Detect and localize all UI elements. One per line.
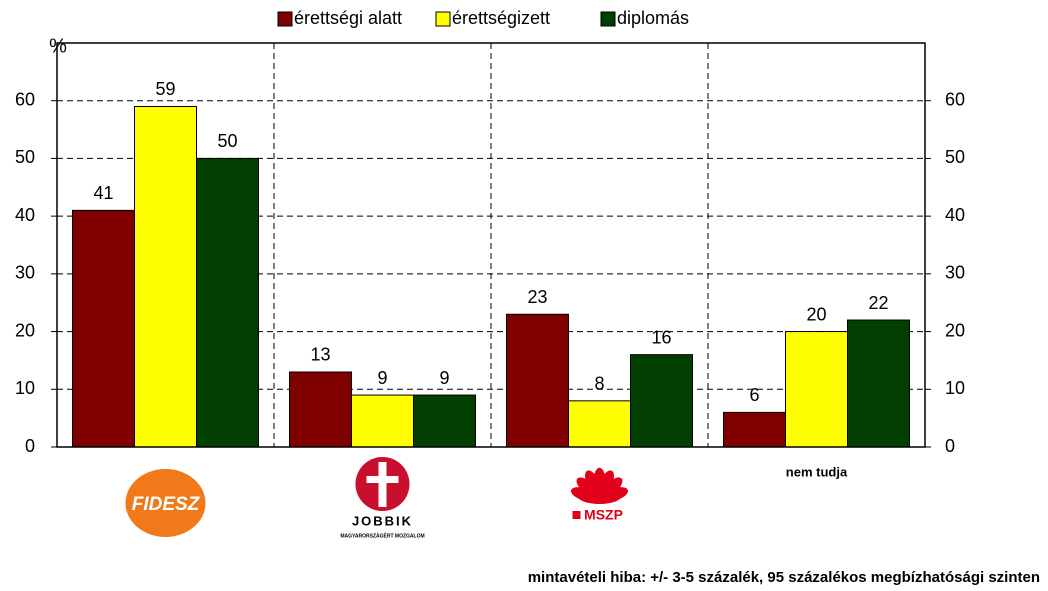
y-tick-label: 10: [15, 378, 35, 398]
bar: [72, 209, 135, 448]
bar: [506, 313, 569, 448]
logo-shape: [577, 488, 622, 504]
legend-label: érettségizett: [452, 8, 550, 28]
bar: [723, 411, 786, 448]
value-label: 8: [594, 374, 604, 394]
value-label: 50: [217, 131, 237, 151]
value-label: 16: [651, 327, 671, 347]
x-tick-label: JOBBIK: [352, 513, 413, 528]
legend-swatch: [600, 11, 616, 27]
bar: [134, 105, 197, 448]
y-tick-label: 30: [15, 263, 35, 283]
y2-tick-label: 60: [945, 89, 965, 109]
value-label: 9: [439, 368, 449, 388]
plot-frame: [56, 42, 926, 448]
y2-tick-label: 40: [945, 205, 965, 225]
bar: [568, 400, 631, 448]
y-tick-label: 0: [25, 436, 35, 456]
y-tick-label: 40: [15, 205, 35, 225]
value-label: 59: [155, 79, 175, 99]
y-tick-label: 60: [15, 89, 35, 109]
fidesz-logo: FIDESZ: [125, 469, 206, 537]
mszp-logo: MSZP: [571, 467, 628, 523]
value-label: 9: [377, 368, 387, 388]
y2-tick-label: 30: [945, 263, 965, 283]
y2-tick-label: 50: [945, 147, 965, 167]
value-label: 41: [93, 183, 113, 203]
y2-tick-label: 0: [945, 436, 955, 456]
logo-shape: [366, 462, 399, 507]
bar: [289, 371, 352, 448]
note: mintavételi hiba: +/- 3-5 százalék, 95 s…: [528, 569, 1040, 586]
logo-shape: [125, 469, 206, 537]
bar: [785, 331, 848, 448]
x-tick-label: MSZP: [584, 507, 623, 523]
legend-swatch: [277, 11, 293, 27]
bar: [630, 354, 693, 448]
value-label: 23: [527, 287, 547, 307]
jobbik-logo: JOBBIK MAGYARORSZÁGÉRT MOZGALOM: [340, 457, 425, 539]
bar: [351, 394, 414, 448]
bar: [413, 394, 476, 448]
y-tick-label: 50: [15, 147, 35, 167]
value-label: 6: [749, 385, 759, 405]
value-label: 13: [310, 345, 330, 365]
value-label: 20: [806, 304, 826, 324]
logo-subtitle: MAGYARORSZÁGÉRT MOZGALOM: [340, 531, 424, 539]
value-label: 22: [868, 293, 888, 313]
legend-label: érettségi alatt: [294, 8, 402, 28]
legend-label: diplomás: [617, 8, 689, 28]
bar: [847, 319, 910, 448]
unit-label: %: [49, 35, 67, 57]
x-tick-label: nem tudja: [786, 464, 848, 479]
y2-tick-label: 20: [945, 320, 965, 340]
x-tick-label: FIDESZ: [132, 494, 201, 515]
y-tick-label: 20: [15, 320, 35, 340]
legend-swatch: [435, 11, 451, 27]
y2-tick-label: 10: [945, 378, 965, 398]
logo-shape: [572, 511, 581, 519]
bar: [196, 157, 259, 448]
